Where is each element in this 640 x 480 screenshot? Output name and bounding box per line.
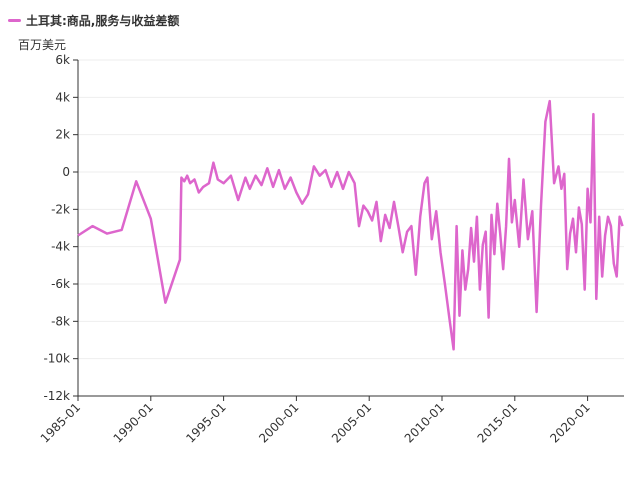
axes <box>77 60 624 397</box>
x-tick-label: 1985-01 <box>38 400 83 445</box>
legend-label: 土耳其:商品,服务与收益差额 <box>26 14 180 28</box>
x-tick-label: 1990-01 <box>111 400 156 445</box>
x-tick-label: 2005-01 <box>329 400 374 445</box>
x-tick-label: 1995-01 <box>183 400 228 445</box>
legend-swatch <box>8 19 21 22</box>
y-tick-label: -10k <box>43 352 70 366</box>
y-tick-label: -12k <box>43 389 70 403</box>
y-tick-label: -8k <box>51 314 70 328</box>
x-axis-ticks: 1985-01 1990-01 1995-01 2000-01 2005-01 2010-… <box>38 396 593 446</box>
gridlines <box>78 59 624 360</box>
y-tick-label: 4k <box>55 90 70 104</box>
y-tick-label: 0 <box>62 165 70 179</box>
x-tick-label: 2015-01 <box>475 400 520 445</box>
y-tick-label: 2k <box>55 128 70 142</box>
series-line[interactable] <box>77 99 624 351</box>
y-tick-label: -2k <box>51 202 70 216</box>
x-tick-label: 2020-01 <box>547 400 592 445</box>
y-tick-label: -6k <box>51 277 70 291</box>
unit-label: 百万美元 <box>18 38 67 52</box>
legend[interactable]: 土耳其:商品,服务与收益差额 <box>8 12 179 29</box>
y-tick-label: -4k <box>51 240 70 254</box>
x-tick-label: 2000-01 <box>256 400 301 445</box>
y-axis-ticks: -12k -10k -8k -6k -4k -2k 0 2k 4k 6k <box>43 53 78 403</box>
y-tick-label: 6k <box>55 53 70 67</box>
x-tick-label: 2010-01 <box>402 400 447 445</box>
series-layer <box>77 99 624 351</box>
